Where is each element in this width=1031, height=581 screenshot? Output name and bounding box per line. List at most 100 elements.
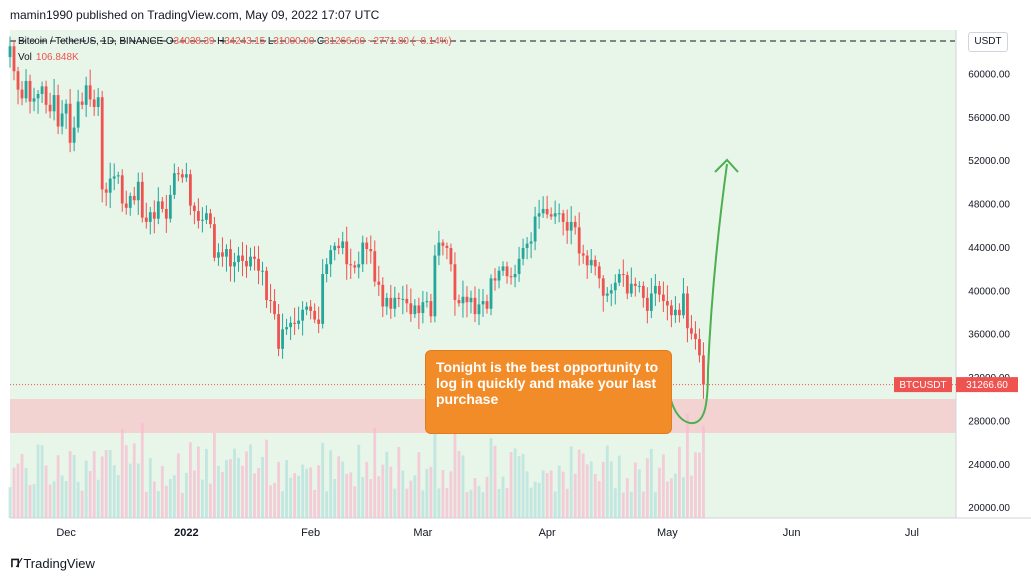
candle-body xyxy=(629,283,633,294)
volume-bar xyxy=(593,473,597,518)
candle-body xyxy=(333,245,337,251)
volume-bar xyxy=(457,450,461,518)
symbol-legend[interactable]: Bitcoin / TetherUS, 1D, BINANCE O34038.3… xyxy=(18,36,452,47)
candle-body xyxy=(553,213,557,217)
candle-body xyxy=(132,195,136,201)
volume-bar xyxy=(168,479,172,518)
volume-bar xyxy=(569,446,573,518)
volume-bar xyxy=(525,471,529,518)
x-tick-label: Feb xyxy=(301,527,320,539)
plot-background xyxy=(10,30,956,518)
volume-legend[interactable]: Vol 106.848K xyxy=(18,52,79,63)
volume-bar xyxy=(653,492,657,518)
volume-bar xyxy=(429,466,433,518)
candle-body xyxy=(437,242,441,256)
volume-bar xyxy=(128,463,132,518)
volume-bar xyxy=(549,470,553,518)
volume-bar xyxy=(373,427,377,518)
candle-body xyxy=(593,259,597,267)
volume-bar xyxy=(433,433,437,518)
candle-body xyxy=(36,93,40,99)
candle-body xyxy=(289,322,292,328)
volume-bar xyxy=(345,473,349,518)
candle-body xyxy=(525,243,529,248)
volume-bar xyxy=(686,413,689,518)
volume-bar xyxy=(253,473,256,518)
candle-body xyxy=(541,208,545,214)
candle-body xyxy=(56,95,60,127)
candle-body xyxy=(533,216,537,242)
y-tick-label: 24000.00 xyxy=(968,460,1010,471)
candle-body xyxy=(369,249,373,252)
candle-body xyxy=(12,46,16,72)
candle-body xyxy=(249,256,252,267)
volume-bar xyxy=(621,492,625,518)
volume-bar xyxy=(657,467,661,518)
volume-bar xyxy=(321,442,325,518)
candle-body xyxy=(100,97,104,190)
volume-bar xyxy=(104,450,108,518)
volume-bar xyxy=(56,455,60,518)
candle-body xyxy=(337,245,341,248)
volume-bar xyxy=(385,451,389,518)
candle-body xyxy=(609,290,613,294)
volume-bar xyxy=(557,465,561,518)
volume-bar xyxy=(637,469,641,518)
candle-body xyxy=(678,309,681,316)
candle-body xyxy=(653,285,657,294)
volume-bar xyxy=(633,462,637,518)
candle-body xyxy=(489,278,493,309)
volume-bar xyxy=(52,481,56,518)
candle-body xyxy=(156,201,160,219)
volume-bar xyxy=(629,491,633,518)
candle-body xyxy=(88,85,92,100)
candle-body xyxy=(64,103,68,114)
candle-body xyxy=(373,251,377,282)
footer-brand[interactable]: ⊓⁄ TradingView xyxy=(10,555,95,571)
candle-body xyxy=(84,85,88,105)
candle-body xyxy=(469,297,473,303)
volume-bar xyxy=(44,465,48,518)
candle-body xyxy=(192,205,196,212)
volume-bar xyxy=(156,491,160,518)
candle-body xyxy=(273,301,276,315)
volume-bar xyxy=(281,491,284,518)
volume-bar xyxy=(148,458,152,518)
volume-bar xyxy=(160,466,164,518)
open-value: 34038.39 xyxy=(173,36,215,47)
price-chart[interactable]: 20000.0024000.0028000.0032000.0036000.00… xyxy=(0,30,1031,550)
x-axis[interactable]: Dec 2022 Feb Mar Apr May Jun Jul xyxy=(56,527,919,539)
volume-bar xyxy=(481,492,485,518)
volume-bar xyxy=(12,467,16,518)
x-tick-label: 2022 xyxy=(174,527,198,539)
volume-bar xyxy=(309,467,313,518)
currency-button[interactable]: USDT xyxy=(968,32,1008,52)
candle-body xyxy=(385,297,389,307)
volume-bar xyxy=(409,480,413,518)
candle-body xyxy=(40,86,44,94)
volume-bar xyxy=(397,446,401,518)
candle-body xyxy=(265,270,268,301)
candle-body xyxy=(329,250,333,265)
y-axis[interactable]: 20000.0024000.0028000.0032000.0036000.00… xyxy=(968,69,1010,514)
volume-bar xyxy=(513,448,517,518)
volume-bar xyxy=(176,453,180,518)
volume-bar xyxy=(305,468,309,518)
candle-body xyxy=(361,242,365,265)
y-tick-label: 40000.00 xyxy=(968,286,1010,297)
candle-body xyxy=(501,266,505,271)
candle-body xyxy=(120,175,124,204)
volume-bar xyxy=(674,473,677,518)
candle-body xyxy=(229,249,232,267)
candle-body xyxy=(377,281,381,285)
candle-body xyxy=(573,221,577,228)
candle-body xyxy=(112,176,116,179)
volume-bar xyxy=(277,461,280,518)
volume-bar xyxy=(317,465,321,518)
candle-body xyxy=(397,297,401,299)
volume-bar xyxy=(68,451,72,518)
volume-bar xyxy=(509,452,513,518)
candle-body xyxy=(669,305,673,316)
candle-body xyxy=(698,339,701,356)
candle-body xyxy=(477,304,481,315)
